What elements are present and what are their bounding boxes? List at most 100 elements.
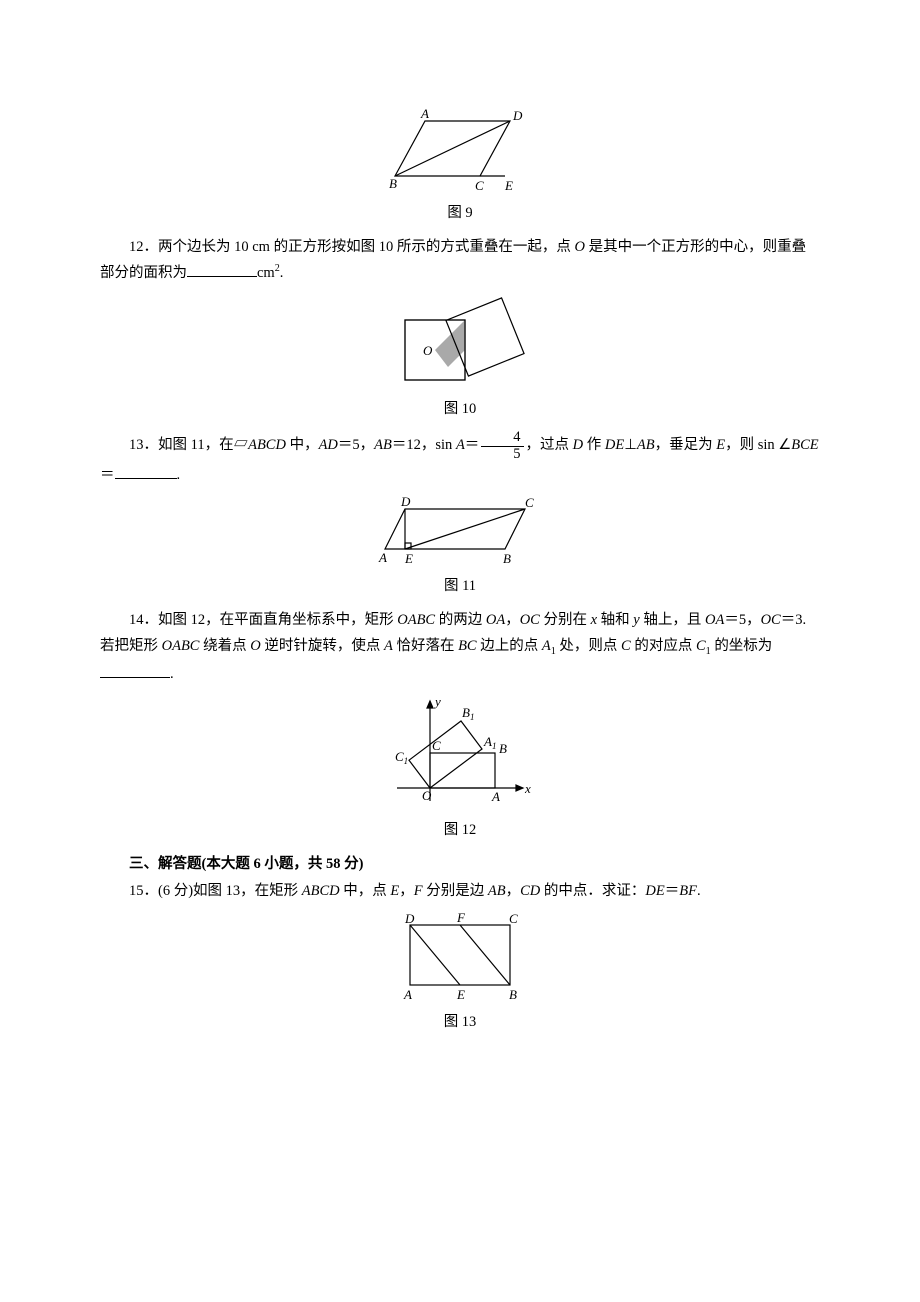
- q12-o: O: [574, 239, 584, 255]
- q13-E: E: [716, 437, 725, 453]
- fig10-label-o: O: [423, 343, 433, 358]
- q14-oabc: OABC: [397, 612, 435, 628]
- q14-j: 逆时针旋转，使点: [261, 638, 384, 654]
- fig12-b1: B1: [462, 705, 474, 722]
- question-12: 12．两个边长为 10 cm 的正方形按如图 10 所示的方式重叠在一起，点 O…: [100, 234, 820, 286]
- q13-h: ⊥: [624, 437, 637, 453]
- fig13-e: E: [456, 987, 465, 1002]
- q14-oa: OA: [486, 612, 505, 628]
- fig9-label-a: A: [420, 106, 429, 121]
- fig13-a: A: [403, 987, 412, 1002]
- fig12-c1: C1: [395, 749, 408, 766]
- section-3-head: 三、解答题(本大题 6 小题，共 58 分): [100, 851, 820, 877]
- q13-DE: DE: [605, 437, 624, 453]
- q14-o: O: [250, 638, 260, 654]
- q15-c: ，: [399, 883, 414, 899]
- page: A D B C E 图 9 12．两个边长为 10 cm 的正方形按如图 10 …: [50, 0, 870, 1093]
- fig11-e: E: [404, 551, 413, 566]
- q14-c1: C: [696, 638, 706, 654]
- q14-e: 轴和: [597, 612, 633, 628]
- question-14-line2: .: [100, 661, 820, 687]
- q14-m: 处，则点: [556, 638, 621, 654]
- fig11-b: B: [503, 551, 511, 566]
- q15-h: .: [697, 883, 701, 899]
- q13-frac-den: 5: [481, 447, 523, 462]
- q15-cd: CD: [520, 883, 540, 899]
- q15-abcd: ABCD: [302, 883, 340, 899]
- fig13-b: B: [509, 987, 517, 1002]
- q13-i: ，垂足为: [655, 437, 717, 453]
- q14-c: ，: [505, 612, 520, 628]
- q15-b: 中，点: [340, 883, 391, 899]
- fig11-d: D: [400, 494, 411, 509]
- q14-b: 的两边: [435, 612, 486, 628]
- q13-BCE: BCE: [791, 437, 818, 453]
- fig13-f: F: [456, 910, 466, 925]
- q14-l: 边上的点: [477, 638, 542, 654]
- q13-ab: AB: [374, 437, 392, 453]
- q13-frac: 45: [481, 430, 523, 461]
- q13-c: ＝5，: [338, 437, 374, 453]
- q12-text-a: 12．两个边长为 10 cm 的正方形按如图 10 所示的方式重叠在一起，点: [129, 239, 574, 255]
- q13-AB2: AB: [637, 437, 655, 453]
- q14-bc: BC: [458, 638, 477, 654]
- fig11-a: A: [378, 550, 387, 565]
- q15-e: E: [390, 883, 399, 899]
- figure-12: O A B C x y A1 B1 C1: [100, 693, 820, 813]
- q14-d: 分别在: [540, 612, 591, 628]
- q13-j: ，则 sin ∠: [725, 437, 791, 453]
- figure-13-caption: 图 13: [100, 1009, 820, 1035]
- q15-bf: BF: [679, 883, 697, 899]
- q14-A: A: [384, 638, 393, 654]
- q13-frac-num: 4: [481, 430, 523, 446]
- fig9-label-c: C: [475, 178, 484, 193]
- q14-f: 轴上，且: [640, 612, 705, 628]
- q14-a1: A: [542, 638, 551, 654]
- q14-oc: OC: [520, 612, 540, 628]
- figure-9-caption: 图 9: [100, 200, 820, 226]
- figure-10: O: [100, 292, 820, 392]
- fig9-label-e: E: [504, 178, 513, 193]
- fig13-d: D: [404, 911, 415, 926]
- fig12-a1: A1: [483, 734, 496, 751]
- q13-a: 13．如图 11，在▱: [129, 437, 248, 453]
- question-13-line2: ＝.: [100, 462, 820, 488]
- q13-e: ＝: [465, 437, 480, 453]
- figure-9: A D B C E: [100, 106, 820, 196]
- q13-D: D: [573, 437, 583, 453]
- figure-12-caption: 图 12: [100, 817, 820, 843]
- fig13-c: C: [509, 911, 518, 926]
- q13-f: ，过点: [526, 437, 573, 453]
- q14-oabc2: OABC: [162, 638, 200, 654]
- q12-blank: [187, 262, 257, 278]
- q15-f2: 的中点．求证：: [540, 883, 645, 899]
- q13-A: A: [456, 437, 465, 453]
- figure-13: D F C A E B: [100, 910, 820, 1005]
- q13-d: ＝12，sin: [392, 437, 456, 453]
- q14-n: 的对应点: [631, 638, 696, 654]
- q15-f: F: [414, 883, 423, 899]
- q14-oa2: OA: [705, 612, 724, 628]
- q14-g: ＝5，: [724, 612, 760, 628]
- q15-d: 分别是边: [423, 883, 488, 899]
- q15-de: DE: [645, 883, 664, 899]
- q14-blank: [100, 663, 170, 679]
- question-14: 14．如图 12，在平面直角坐标系中，矩形 OABC 的两边 OA，OC 分别在…: [100, 607, 820, 661]
- q14-oc2: OC: [761, 612, 781, 628]
- fig12-y: y: [433, 694, 441, 709]
- fig9-label-d: D: [512, 108, 523, 123]
- q13-blank: [115, 463, 177, 479]
- fig12-x: x: [524, 781, 531, 796]
- q12-text-c: cm: [257, 265, 275, 281]
- q14-C: C: [621, 638, 631, 654]
- figure-11: D C A E B: [100, 494, 820, 569]
- q14-k: 恰好落在: [393, 638, 458, 654]
- q13-ad: AD: [319, 437, 338, 453]
- q13-b: 中，: [286, 437, 319, 453]
- fig12-a: A: [491, 789, 500, 804]
- q13-abcd: ABCD: [248, 437, 286, 453]
- q14-i: 绕着点: [199, 638, 250, 654]
- q14-a: 14．如图 12，在平面直角坐标系中，矩形: [129, 612, 397, 628]
- q13-g: 作: [583, 437, 605, 453]
- q15-ab: AB: [488, 883, 506, 899]
